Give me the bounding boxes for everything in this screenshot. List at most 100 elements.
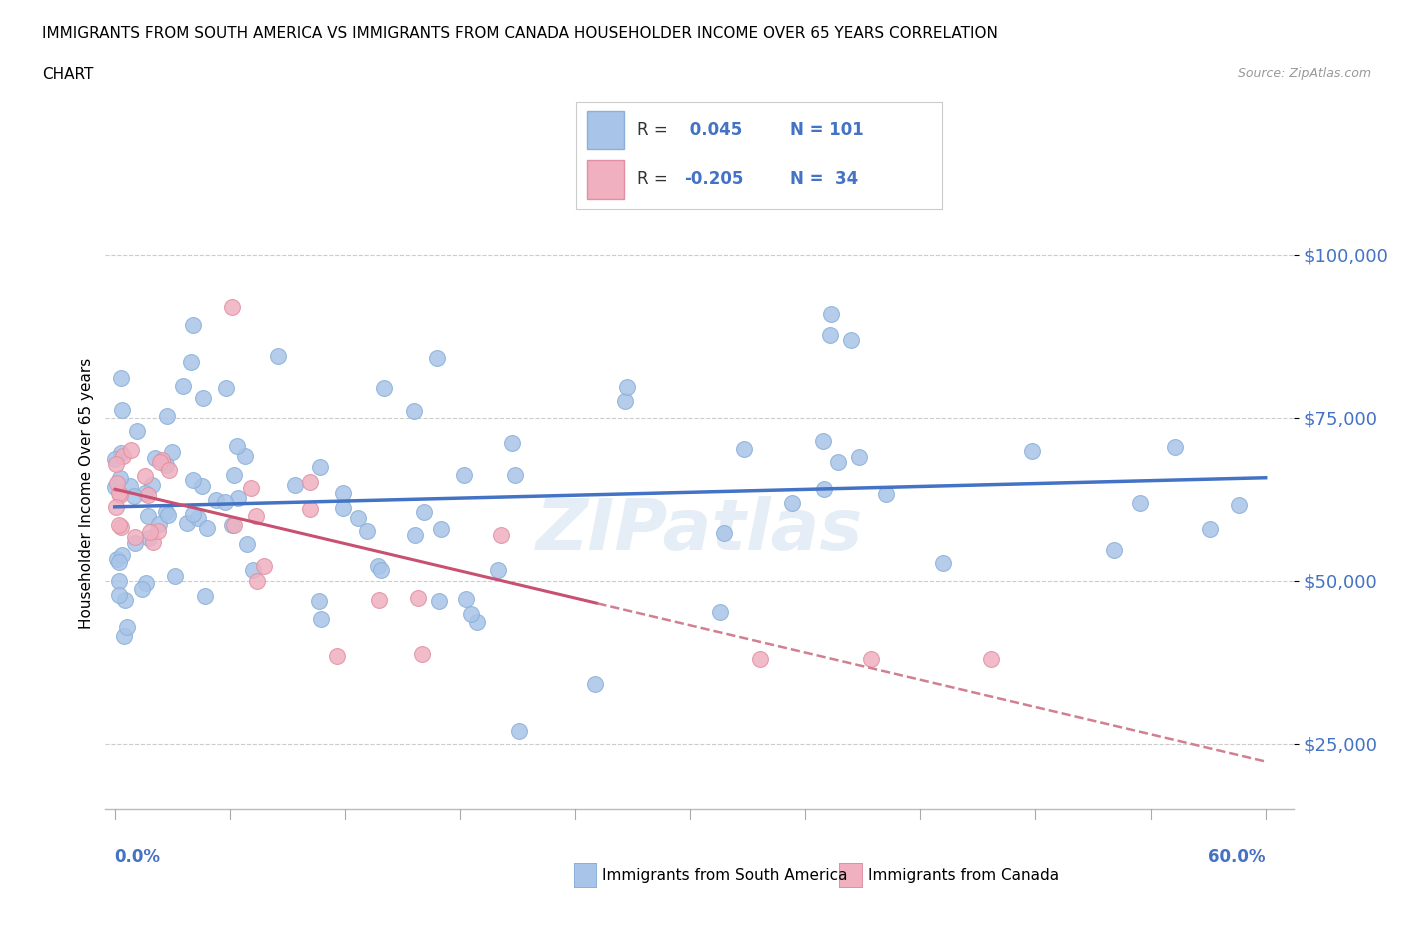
- Point: [356, 524, 378, 538]
- Point: [402, 403, 425, 418]
- Point: [370, 563, 392, 578]
- Point: [226, 491, 249, 506]
- Point: [183, 507, 205, 522]
- Point: [299, 501, 322, 516]
- Point: [204, 492, 226, 507]
- Point: [142, 535, 165, 550]
- Point: [194, 589, 217, 604]
- Point: [107, 485, 129, 500]
- Point: [111, 403, 134, 418]
- Point: [122, 488, 145, 503]
- Point: [235, 537, 257, 551]
- Point: [1102, 542, 1125, 557]
- Point: [709, 604, 731, 619]
- Point: [105, 499, 128, 514]
- FancyBboxPatch shape: [588, 111, 624, 150]
- Point: [267, 349, 290, 364]
- Point: [108, 554, 131, 569]
- Point: [309, 460, 332, 475]
- Point: [616, 379, 638, 394]
- Y-axis label: Householder Income Over 65 years: Householder Income Over 65 years: [79, 357, 94, 629]
- Point: [111, 448, 134, 463]
- Point: [813, 482, 835, 497]
- Point: [1021, 444, 1043, 458]
- Point: [427, 593, 450, 608]
- Point: [465, 615, 488, 630]
- Point: [112, 629, 135, 644]
- Point: [242, 563, 264, 578]
- Text: 60.0%: 60.0%: [1208, 848, 1265, 866]
- Point: [426, 351, 449, 365]
- Point: [326, 648, 349, 663]
- Point: [486, 563, 509, 578]
- Text: N =  34: N = 34: [790, 170, 859, 188]
- Point: [141, 477, 163, 492]
- Point: [108, 471, 131, 485]
- Point: [104, 480, 127, 495]
- Point: [508, 724, 530, 738]
- Point: [373, 380, 395, 395]
- Point: [172, 379, 194, 393]
- Point: [191, 479, 214, 494]
- Point: [430, 521, 453, 536]
- Point: [181, 318, 204, 333]
- Point: [613, 393, 636, 408]
- Point: [163, 569, 186, 584]
- Point: [176, 515, 198, 530]
- Point: [195, 521, 218, 536]
- Point: [149, 455, 172, 470]
- Text: Source: ZipAtlas.com: Source: ZipAtlas.com: [1237, 67, 1371, 80]
- Point: [107, 574, 129, 589]
- Point: [839, 332, 862, 347]
- Point: [124, 529, 146, 544]
- FancyBboxPatch shape: [588, 160, 624, 199]
- Point: [820, 306, 842, 321]
- Point: [453, 467, 475, 482]
- Point: [104, 457, 127, 472]
- Point: [1227, 498, 1250, 512]
- Point: [187, 511, 209, 525]
- Point: [749, 652, 772, 667]
- Point: [180, 354, 202, 369]
- Point: [404, 527, 426, 542]
- Point: [181, 472, 204, 487]
- Point: [818, 328, 841, 343]
- Point: [503, 468, 526, 483]
- Point: [143, 451, 166, 466]
- Point: [146, 524, 169, 538]
- Point: [253, 559, 276, 574]
- Point: [110, 520, 132, 535]
- Point: [191, 391, 214, 405]
- Point: [224, 467, 246, 482]
- Point: [104, 452, 127, 467]
- Point: [780, 496, 803, 511]
- Point: [105, 475, 128, 490]
- Point: [214, 495, 236, 510]
- Point: [848, 449, 870, 464]
- Point: [159, 462, 181, 477]
- Point: [160, 445, 183, 459]
- Point: [148, 516, 170, 531]
- Point: [155, 458, 177, 472]
- Point: [245, 508, 267, 523]
- Point: [713, 525, 735, 540]
- Point: [156, 409, 179, 424]
- Point: [120, 443, 142, 458]
- Point: [226, 439, 249, 454]
- Point: [136, 509, 159, 524]
- Text: IMMIGRANTS FROM SOUTH AMERICA VS IMMIGRANTS FROM CANADA HOUSEHOLDER INCOME OVER : IMMIGRANTS FROM SOUTH AMERICA VS IMMIGRA…: [42, 26, 998, 41]
- Point: [108, 587, 131, 602]
- Point: [134, 469, 156, 484]
- Point: [111, 548, 134, 563]
- Point: [108, 487, 131, 502]
- Point: [733, 442, 755, 457]
- Text: N = 101: N = 101: [790, 121, 865, 139]
- Point: [309, 611, 332, 626]
- Text: 0.045: 0.045: [685, 121, 742, 139]
- Point: [127, 423, 149, 438]
- Point: [932, 555, 955, 570]
- Point: [138, 530, 160, 545]
- Point: [1129, 495, 1152, 510]
- Point: [139, 525, 162, 539]
- Point: [135, 576, 157, 591]
